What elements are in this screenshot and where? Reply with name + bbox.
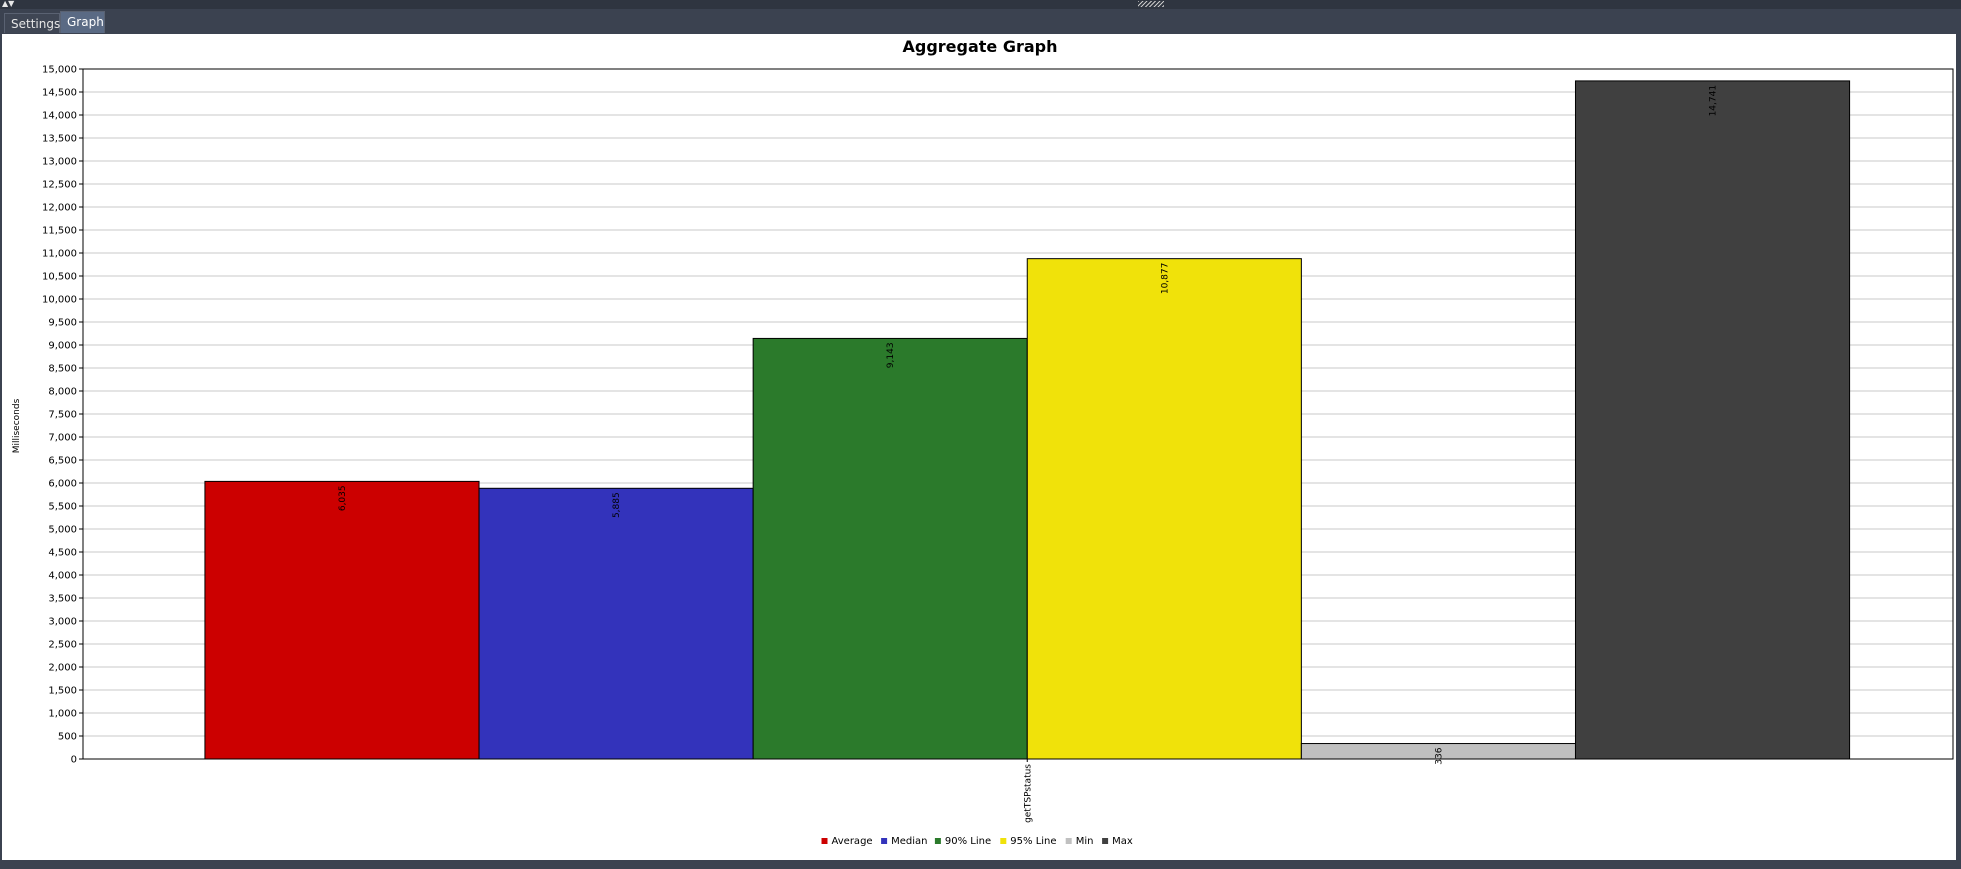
window-edge <box>1956 34 1961 860</box>
data-label: 14,741 <box>1709 85 1719 117</box>
legend-item: 90% Line <box>945 836 991 847</box>
y-tick-label: 2,500 <box>48 640 77 651</box>
aggregate-chart: Aggregate Graph Milliseconds 0 500 1,000 1,… <box>12 37 1954 847</box>
y-tick-label: 6,500 <box>48 456 77 467</box>
data-label: 10,877 <box>1160 263 1170 295</box>
y-tick-label: 8,000 <box>48 387 77 398</box>
y-tick-label: 7,000 <box>48 433 77 444</box>
tab-graph[interactable]: Graph <box>60 11 105 33</box>
legend-item: Max <box>1112 836 1133 847</box>
y-axis-label: Milliseconds <box>12 398 22 453</box>
y-tick-label: 6,000 <box>48 479 77 490</box>
tab-bar: Settings Graph <box>0 11 1961 34</box>
y-tick-label: 11,000 <box>42 249 77 260</box>
legend-swatch <box>1000 838 1007 844</box>
legend-item: Median <box>891 836 927 847</box>
legend-swatch <box>934 838 941 844</box>
legend: Average Median 90% Line 95% Line Min Max <box>821 836 1133 847</box>
collapse-arrows-icon[interactable]: ▲▼ <box>2 0 15 8</box>
data-label: 5,885 <box>612 492 622 518</box>
tab-settings[interactable]: Settings <box>4 13 60 33</box>
y-tick-label: 10,500 <box>42 272 77 283</box>
data-label: 6,035 <box>338 485 348 511</box>
y-tick-label: 12,000 <box>42 203 77 214</box>
y-tick-label: 5,000 <box>48 525 77 536</box>
bar-max <box>1574 80 1851 760</box>
legend-item: 95% Line <box>1010 836 1056 847</box>
legend-swatch <box>821 838 828 844</box>
x-category-label: getTSPstatus <box>1023 764 1033 823</box>
legend-item: Min <box>1076 836 1094 847</box>
chart-title: Aggregate Graph <box>902 37 1057 56</box>
y-tick-label: 10,000 <box>42 295 77 306</box>
y-tick-label: 1,000 <box>48 709 77 720</box>
y-tick-label: 5,500 <box>48 502 77 513</box>
bar-median <box>478 487 754 760</box>
y-tick-label: 11,500 <box>42 226 77 237</box>
y-tick-label: 14,000 <box>42 111 77 122</box>
y-tick-label: 7,500 <box>48 410 77 421</box>
data-label: 336 <box>1434 747 1444 764</box>
splitter-grip-icon[interactable] <box>1138 1 1164 7</box>
y-tick-label: 12,500 <box>42 180 77 191</box>
y-tick-label: 13,000 <box>42 157 77 168</box>
data-label: 9,143 <box>886 342 896 368</box>
bar-average <box>204 480 480 760</box>
top-bar: ▲▼ <box>0 0 1961 9</box>
y-tick-label: 13,500 <box>42 134 77 145</box>
y-tick-label: 0 <box>71 755 77 766</box>
y-tick-label: 9,000 <box>48 341 77 352</box>
y-tick-label: 4,000 <box>48 571 77 582</box>
legend-swatch <box>1102 838 1109 844</box>
y-tick-label: 15,000 <box>42 65 77 76</box>
status-strip <box>0 860 1961 869</box>
y-tick-label: 2,000 <box>48 663 77 674</box>
y-tick-label: 14,500 <box>42 88 77 99</box>
y-tick-label: 3,500 <box>48 594 77 605</box>
y-tick-label: 3,000 <box>48 617 77 628</box>
graph-panel: Aggregate Graph Milliseconds 0 500 1,000 1,… <box>2 34 1956 860</box>
y-tick-label: 9,500 <box>48 318 77 329</box>
y-tick-label: 500 <box>58 732 77 743</box>
plot-area <box>82 68 1954 760</box>
y-tick-label: 8,500 <box>48 364 77 375</box>
legend-swatch <box>881 838 888 844</box>
legend-item: Average <box>832 836 873 847</box>
bar-90-line <box>752 337 1028 760</box>
legend-swatch <box>1065 838 1072 844</box>
y-tick-label: 4,500 <box>48 548 77 559</box>
y-tick-label: 1,500 <box>48 686 77 697</box>
bar-95-line <box>1026 258 1302 760</box>
